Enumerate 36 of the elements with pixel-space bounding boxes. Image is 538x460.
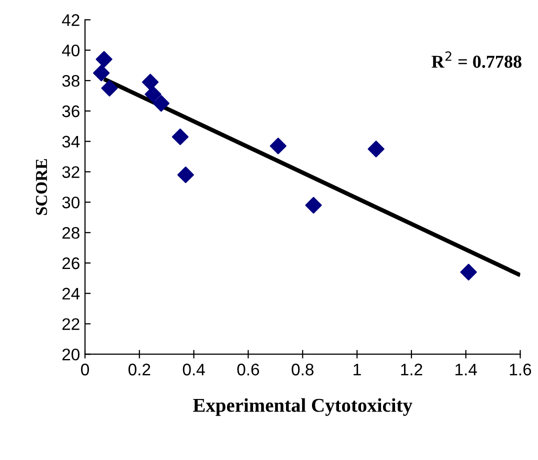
y-tick-label: 20 [62, 348, 80, 360]
y-tick-label: 40 [62, 44, 80, 56]
y-tick-label: 26 [62, 257, 80, 270]
point [96, 51, 112, 68]
point [142, 74, 159, 90]
point [460, 264, 477, 280]
point [144, 86, 162, 103]
point [305, 196, 322, 214]
y-tick-label: 32 [62, 166, 80, 178]
x-tick-label: 0 [81, 364, 89, 376]
point [270, 138, 286, 154]
y-tick-label: 34 [62, 136, 80, 148]
x-tick-label: 0.8 [292, 364, 314, 376]
x-tick-label: 1.4 [456, 364, 477, 376]
annotation: R$^{2}$ = 0.7788 [432, 51, 522, 68]
x-axis-title: Experimental Cytotoxicity [193, 398, 412, 416]
y-tick-label: 38 [62, 74, 80, 87]
point [172, 128, 189, 146]
x-tick-label: 0.6 [237, 364, 260, 376]
y-tick-label: 24 [62, 288, 80, 300]
x-tick-label: 1 [354, 364, 361, 376]
x-tick-label: 0.4 [182, 364, 205, 376]
y-tick-label: 28 [62, 226, 80, 239]
point [93, 64, 110, 82]
y-tick-label: 22 [62, 318, 80, 330]
x-tick-label: 1.2 [401, 364, 422, 376]
x-tick-label: 1.6 [510, 364, 532, 376]
point [177, 166, 194, 184]
y-tick-label: 36 [62, 105, 80, 118]
y-axis-title: SCORE [36, 159, 48, 215]
x-tick-label: 0.2 [128, 364, 150, 376]
point [368, 140, 384, 158]
y-tick-label: 42 [62, 14, 80, 26]
y-tick-label: 30 [62, 196, 80, 208]
point [101, 80, 118, 96]
point [152, 95, 170, 112]
